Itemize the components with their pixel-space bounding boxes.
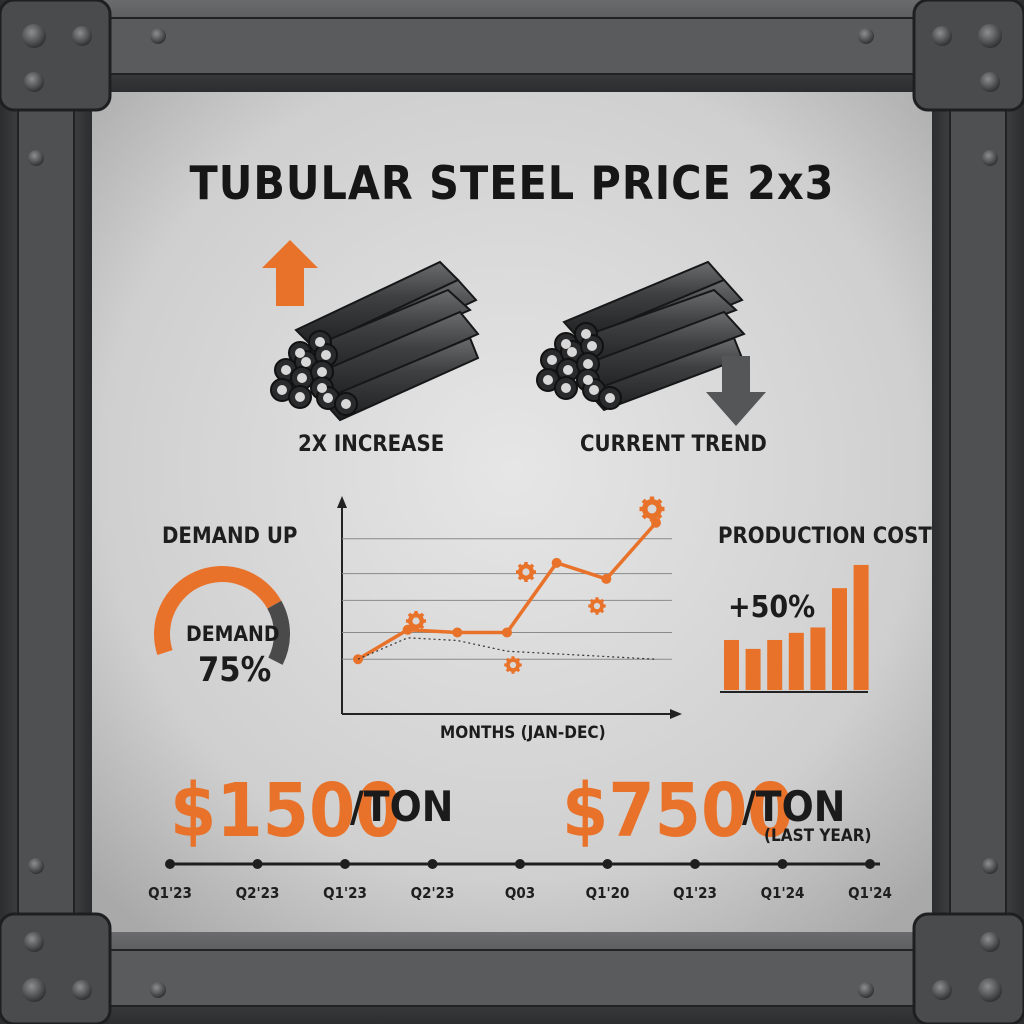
timeline-tick-label: Q1'23 [148,884,192,902]
line-chart-point [452,627,463,638]
concrete-panel [92,92,932,932]
timeline-tick-label: Q1'23 [673,884,717,902]
bar-chart-bar [832,588,847,690]
line-chart-point [601,573,612,584]
price-last-year-note: (LAST YEAR) [764,826,872,846]
timeline-dot [427,859,438,869]
timeline-tick-label: Q1'23 [323,884,367,902]
line-chart-point [551,557,562,568]
bar-chart-bar [745,648,761,690]
price-last-year-unit: /TON [742,782,846,831]
price-current-unit: /TON [350,782,454,831]
bolts [22,24,1002,1002]
timeline-tick-label: Q03 [504,884,536,902]
line-chart-y-arrow [337,496,347,508]
timeline-dot [602,859,613,869]
timeline-dot [515,859,525,869]
up-arrow-icon [262,240,318,306]
bar-chart-bar [767,639,783,690]
timeline-tick-label: Q2'23 [410,884,455,902]
timeline-dot [252,859,263,869]
down-arrow-icon [706,356,766,426]
gauge-rest-arc [267,600,290,665]
price-last-year: $7500 [562,768,794,854]
bar-chart [720,564,869,693]
bar-chart-bar [853,564,869,690]
pipe-bundle-left-icon [270,260,480,422]
line-chart-x-arrow [670,709,682,719]
bar-chart-bar [810,627,826,690]
current-trend-label: CURRENT TREND [580,432,767,457]
timeline-tick-label: Q1'20 [585,884,630,902]
timeline-tick-label: Q1'24 [848,884,892,902]
gear-icon [504,656,522,674]
production-cost-title: PRODUCTION COST [718,524,932,549]
timeline-tick-label: Q2'23 [235,884,280,902]
bar-chart-bar [788,632,804,690]
page-title: TUBULAR STEEL PRICE 2x3 [189,156,835,210]
gear-icon [516,562,536,582]
timeline-dot [690,859,700,869]
line-chart [337,496,682,719]
demand-gauge [154,566,290,665]
demand-title: DEMAND UP [162,524,298,549]
bar-chart-bar [724,639,739,690]
gauge-fill-arc [154,566,282,656]
timeline-dot [777,859,788,869]
timeline-dot [865,859,875,869]
price-current: $1500 [170,768,402,854]
increase-label: 2X INCREASE [298,432,445,457]
line-chart-point [502,627,512,638]
timeline-dot [340,859,350,869]
line-chart-x-label: MONTHS (JAN-DEC) [440,723,606,743]
timeline-tick-label: Q1'24 [760,884,805,902]
gauge-label: DEMAND [186,622,280,646]
gear-icon [406,611,426,631]
timeline [165,859,880,869]
gear-icon [588,597,606,615]
production-cost-change: +50% [728,590,816,625]
timeline-dot [165,859,175,869]
gear-icon [639,496,665,522]
pipe-bundle-right-icon [536,260,746,412]
gauge-value: 75% [198,650,272,690]
